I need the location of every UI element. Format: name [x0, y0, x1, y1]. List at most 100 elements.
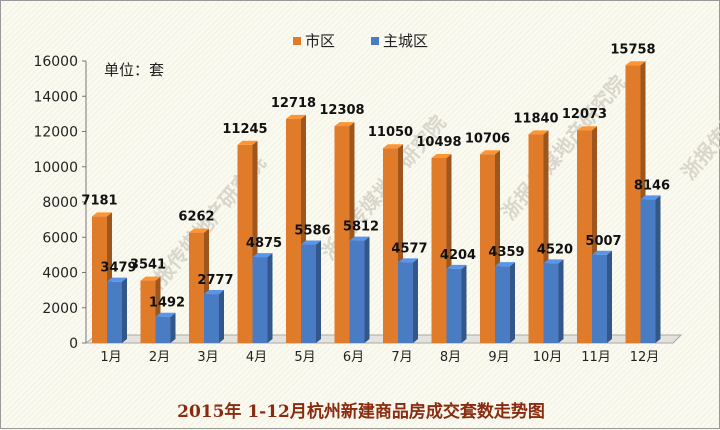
bar-shiqu: [577, 130, 592, 343]
bar-top-shiqu: [480, 150, 500, 155]
bar-shiqu: [286, 118, 301, 344]
bar-shiqu: [237, 144, 253, 343]
x-tick-label: 5月: [294, 350, 315, 365]
bar-shiqu: [625, 65, 641, 343]
data-label: 11840: [513, 111, 558, 126]
data-label: 2777: [197, 273, 233, 288]
bar-top-zhuchengqu: [155, 312, 176, 317]
y-tick-label: 8000: [42, 195, 78, 211]
legend-swatch: [293, 37, 301, 45]
unit-label: 单位：套: [104, 61, 164, 79]
bar-top-zhuchengqu: [204, 290, 224, 295]
bar-shiqu: [334, 126, 350, 343]
x-tick-label: 10月: [533, 350, 563, 365]
bar-top-shiqu: [383, 144, 403, 149]
bar-zhuchengqu: [252, 257, 268, 343]
data-label: 15758: [610, 42, 655, 57]
x-tick-label: 2月: [149, 350, 170, 365]
bar-zhuchengqu: [543, 263, 559, 343]
bar-zhuchengqu: [301, 244, 316, 343]
data-label: 1492: [149, 296, 185, 311]
bar-side-zhuchengqu: [170, 312, 176, 343]
bar-top-shiqu: [577, 126, 597, 131]
bar-top-zhuchengqu: [252, 253, 273, 258]
y-tick-label: 6000: [42, 230, 78, 246]
bar-zhuchengqu: [349, 240, 365, 343]
bar-top-zhuchengqu: [543, 259, 564, 264]
bar-zhuchengqu: [592, 254, 607, 343]
bar-side-zhuchengqu: [364, 236, 370, 343]
x-tick-label: 11月: [581, 350, 611, 365]
bar-top-shiqu: [189, 228, 209, 233]
data-label: 4875: [246, 236, 282, 251]
x-tick-label: 6月: [343, 350, 364, 365]
data-label: 11050: [368, 125, 413, 140]
data-label: 4577: [391, 241, 427, 256]
data-label: 6262: [178, 210, 214, 225]
bar-top-zhuchengqu: [301, 240, 321, 245]
bar-side-zhuchengqu: [558, 259, 564, 343]
data-label: 12308: [319, 103, 364, 118]
bar-top-shiqu: [237, 140, 258, 145]
bar-shiqu: [528, 134, 544, 343]
x-tick-label: 9月: [488, 350, 509, 365]
bar-side-zhuchengqu: [461, 264, 467, 343]
data-label: 11245: [222, 122, 267, 137]
bar-zhuchengqu: [155, 316, 171, 343]
bar-zhuchengqu: [107, 281, 122, 343]
y-tick-label: 4000: [42, 266, 78, 282]
bar-shiqu: [92, 216, 107, 343]
bar-zhuchengqu: [398, 262, 413, 343]
bar-zhuchengqu: [640, 199, 656, 343]
bar-top-zhuchengqu: [592, 250, 612, 255]
bar-zhuchengqu: [204, 294, 219, 343]
y-tick-label: 10000: [33, 160, 78, 176]
legend-label: 主城区: [383, 32, 428, 50]
bar-shiqu: [480, 154, 495, 343]
x-tick-label: 4月: [246, 350, 267, 365]
bar-shiqu: [431, 157, 447, 343]
bar-top-shiqu: [334, 122, 355, 127]
bar-shiqu: [383, 148, 398, 343]
x-tick-label: 12月: [630, 350, 660, 365]
legend-swatch: [371, 37, 379, 45]
bar-top-zhuchengqu: [107, 277, 127, 282]
bar-top-zhuchengqu: [398, 258, 418, 263]
data-label: 12718: [271, 96, 316, 111]
y-tick-label: 0: [69, 336, 78, 352]
bar-side-zhuchengqu: [655, 195, 661, 343]
data-label: 4359: [488, 245, 524, 260]
bar-shiqu: [189, 232, 204, 343]
bar-side-zhuchengqu: [510, 262, 515, 343]
data-label: 3479: [100, 261, 136, 276]
bar-top-shiqu: [528, 130, 549, 135]
bar-top-zhuchengqu: [446, 264, 467, 269]
bar-side-zhuchengqu: [316, 240, 321, 343]
bar-top-zhuchengqu: [640, 195, 661, 200]
data-label: 4204: [440, 248, 476, 263]
x-tick-label: 3月: [197, 350, 218, 365]
data-label: 3541: [130, 258, 166, 273]
bar-top-shiqu: [92, 212, 112, 217]
bar-zhuchengqu: [495, 266, 510, 343]
x-tick-label: 7月: [391, 350, 412, 365]
data-label: 10498: [416, 135, 461, 150]
data-label: 8146: [634, 178, 670, 193]
bar-top-shiqu: [431, 153, 452, 158]
x-tick-label: 8月: [440, 350, 461, 365]
data-label: 4520: [537, 242, 573, 257]
legend-label: 市区: [305, 32, 335, 50]
x-tick-label: 1月: [100, 350, 121, 365]
data-label: 5812: [343, 220, 379, 235]
data-label: 10706: [465, 131, 510, 146]
bar-shiqu: [140, 280, 156, 343]
chart-title: 2015年 1-12月杭州新建商品房成交套数走势图: [177, 402, 545, 422]
data-label: 7181: [81, 193, 117, 208]
bar-side-zhuchengqu: [122, 277, 127, 343]
data-label: 5586: [294, 224, 330, 239]
bar-top-zhuchengqu: [349, 236, 370, 241]
bar-zhuchengqu: [446, 268, 462, 343]
watermark-text: 浙报传媒地产研究院: [496, 71, 630, 224]
bar-top-shiqu: [625, 61, 646, 66]
